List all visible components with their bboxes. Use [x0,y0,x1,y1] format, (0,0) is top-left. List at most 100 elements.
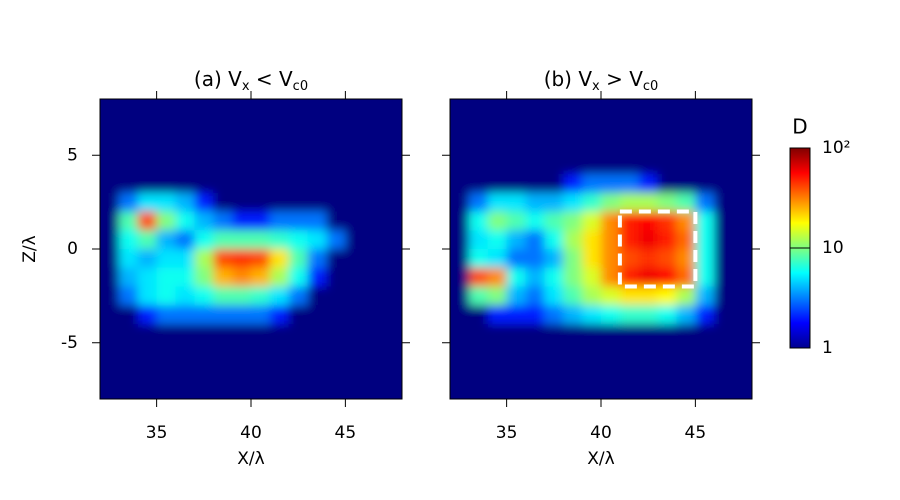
heatmap-cell [194,267,214,288]
heatmap-cell [307,380,328,399]
heatmap-cell [383,192,402,213]
heatmap-cell [100,267,120,288]
heatmap-cell [676,324,696,344]
heatmap-cell [714,342,734,363]
heatmap-cell [544,192,564,213]
heatmap-cell [506,192,527,213]
heatmap-cell [544,361,564,381]
y-tick-label: 5 [67,145,78,165]
heatmap-cell [307,211,328,231]
heatmap-cell [450,305,470,325]
heatmap-cell [100,380,120,399]
heatmap-cell [232,305,252,325]
heatmap-cell [307,324,328,344]
heatmap-cell [733,267,752,288]
heatmap-cell [288,174,309,194]
heatmap-cell [156,174,177,194]
heatmap-cell [619,267,640,288]
heatmap-cell [175,99,195,119]
heatmap-cell [525,155,545,175]
heatmap-cell [601,267,621,288]
heatmap-cell [364,249,384,269]
heatmap-cell [364,324,384,344]
heatmap-cell [733,211,752,231]
heatmap-cell [383,305,402,325]
heatmap-cell [269,192,290,213]
heatmap-cell [676,155,696,175]
heatmap-cell [468,249,489,269]
heatmap-cell [137,286,158,306]
heatmap-cell [232,155,252,175]
heatmap-cell [194,192,214,213]
heatmap-cell [525,342,545,363]
heatmap-cell [544,174,564,194]
heatmap-cell [582,342,602,363]
heatmap-cell [269,286,290,306]
heatmap-cell [506,286,527,306]
heatmap-cell [619,192,640,213]
heatmap-cell [383,267,402,288]
heatmap-cell [506,117,527,138]
heatmap [100,99,402,399]
heatmap-cell [156,99,177,119]
heatmap-cell [383,155,402,175]
heatmap-cell [345,380,365,399]
heatmap-cell [657,174,678,194]
heatmap-cell [487,230,508,250]
heatmap-cell [194,117,214,138]
heatmap-cell [364,117,384,138]
heatmap [450,99,752,399]
heatmap-cell [619,117,640,138]
heatmap-cell [251,155,271,175]
heatmap-cell [118,249,139,269]
heatmap-cell [232,361,252,381]
heatmap-cell [619,136,640,156]
heatmap-cell [364,192,384,213]
heatmap-cell [676,136,696,156]
heatmap-cell [269,211,290,231]
heatmap-cell [733,286,752,306]
heatmap-cell [118,267,139,288]
heatmap-cell [468,324,489,344]
heatmap-cell [156,361,177,381]
heatmap-cell [251,342,271,363]
heatmap-cell [232,380,252,399]
heatmap-cell [563,136,583,156]
heatmap-cell [251,230,271,250]
heatmap-cell [288,211,309,231]
heatmap-cell [506,230,527,250]
heatmap-cell [326,342,346,363]
heatmap-cell [156,155,177,175]
heatmap-cell [232,342,252,363]
heatmap-cell [175,267,195,288]
heatmap-cell [487,286,508,306]
heatmap-cell [450,249,470,269]
heatmap-cell [213,230,233,250]
heatmap-cell [695,305,715,325]
heatmap-cell [676,192,696,213]
heatmap-cell [563,211,583,231]
heatmap-cell [601,249,621,269]
heatmap-cell [383,324,402,344]
heatmap-cell [288,342,309,363]
heatmap-cell [525,249,545,269]
heatmap-cell [563,230,583,250]
heatmap-cell [100,211,120,231]
heatmap-cell [695,267,715,288]
heatmap-cell [345,99,365,119]
heatmap-cell [676,174,696,194]
heatmap-cell [326,136,346,156]
heatmap-cell [156,211,177,231]
heatmap-cell [175,192,195,213]
heatmap-cell [733,342,752,363]
heatmap-cell [383,342,402,363]
heatmap-cell [307,136,328,156]
heatmap-cell [156,305,177,325]
heatmap-cell [213,380,233,399]
heatmap-cell [733,117,752,138]
heatmap-cell [100,230,120,250]
heatmap-cell [525,361,545,381]
heatmap-cell [638,136,659,156]
heatmap-cell [544,117,564,138]
heatmap-cell [383,380,402,399]
